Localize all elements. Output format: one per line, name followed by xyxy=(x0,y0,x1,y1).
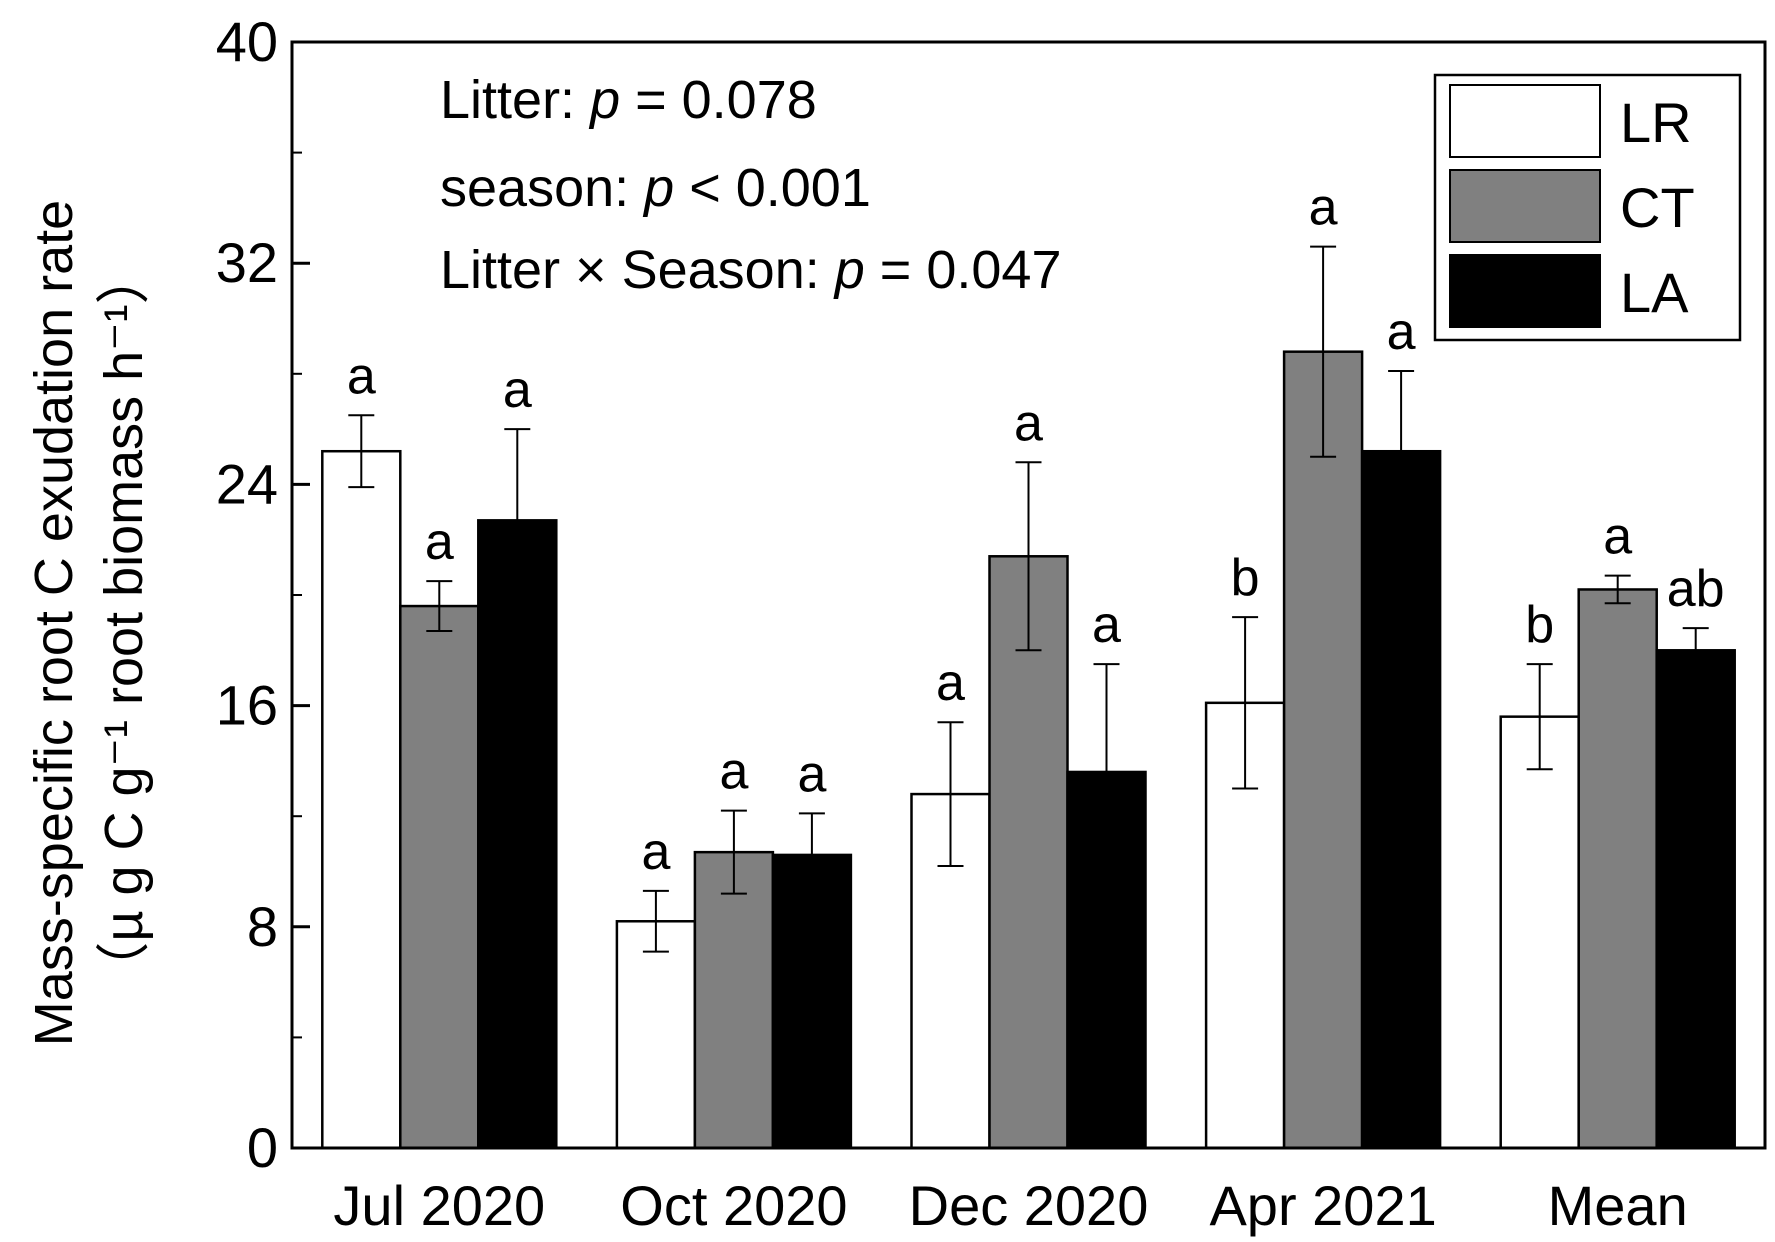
bar-la-mean xyxy=(1655,649,1736,1150)
sig-letter-la-jul-2020: a xyxy=(503,361,532,419)
axis-layer: Jul 2020 Oct 2020 Dec 2020 Apr 2021 Mean 0 8 16… xyxy=(216,10,1767,1237)
bar-la-jul-2020 xyxy=(477,519,558,1150)
bar-lr-oct-2020 xyxy=(615,920,697,1150)
y-axis-units: （µ g C g⁻¹ root biomass h⁻¹） xyxy=(94,250,154,995)
legend-swatch-lr xyxy=(1449,84,1601,158)
bar-ct-mean xyxy=(1577,588,1658,1150)
sig-letter-lr-dec-2020: a xyxy=(936,654,965,712)
bar-lr-mean xyxy=(1499,715,1580,1150)
sig-letter-la-apr-2021: a xyxy=(1387,303,1416,361)
x-tick-label-oct-2020: Oct 2020 xyxy=(620,1174,847,1237)
bar-la-oct-2020 xyxy=(771,853,853,1150)
sig-letter-lr-mean: b xyxy=(1525,596,1554,654)
sig-letter-ct-apr-2021: a xyxy=(1309,179,1338,237)
sig-letter-lr-jul-2020: a xyxy=(347,347,376,405)
legend-label-lr: LR xyxy=(1620,91,1692,154)
legend-swatch-la xyxy=(1449,254,1601,328)
sig-letter-la-mean: ab xyxy=(1667,560,1725,618)
stat-interaction: Litter × Season: p = 0.047 xyxy=(440,240,1061,300)
sig-letter-lr-oct-2020: a xyxy=(641,823,670,881)
legend-label-la: LA xyxy=(1620,261,1689,324)
bar-ct-apr-2021 xyxy=(1282,350,1364,1150)
sig-letter-ct-mean: a xyxy=(1603,508,1632,566)
sig-letter-la-oct-2020: a xyxy=(797,745,826,803)
sig-letter-ct-oct-2020: a xyxy=(719,743,748,801)
bar-ct-dec-2020 xyxy=(988,555,1069,1150)
stat-season: season: p < 0.001 xyxy=(440,158,871,218)
y-tick-label-8: 8 xyxy=(247,895,278,958)
y-tick-label-16: 16 xyxy=(216,674,278,737)
x-tick-label-dec-2020: Dec 2020 xyxy=(909,1174,1149,1237)
stat-litter: Litter: p = 0.078 xyxy=(440,70,817,130)
bar-la-apr-2021 xyxy=(1360,449,1442,1150)
bar-ct-oct-2020 xyxy=(693,850,775,1150)
x-tick-label-jul-2020: Jul 2020 xyxy=(333,1174,545,1237)
legend: LR CT LA xyxy=(1433,73,1742,342)
y-axis-title: Mass-specific root C exudation rate xyxy=(24,200,84,1046)
y-tick-label-32: 32 xyxy=(216,231,278,294)
legend-label-ct: CT xyxy=(1620,176,1695,239)
y-tick-label-0: 0 xyxy=(247,1116,278,1179)
y-tick-label-24: 24 xyxy=(216,452,278,515)
sig-letter-lr-apr-2021: b xyxy=(1231,549,1260,607)
bar-lr-jul-2020 xyxy=(321,449,402,1150)
sig-letter-ct-jul-2020: a xyxy=(425,513,454,571)
bar-ct-jul-2020 xyxy=(399,604,480,1150)
x-tick-label-apr-2021: Apr 2021 xyxy=(1209,1174,1436,1237)
sig-letter-la-dec-2020: a xyxy=(1092,596,1121,654)
x-tick-label-mean: Mean xyxy=(1548,1174,1688,1237)
sig-letter-ct-dec-2020: a xyxy=(1014,394,1043,452)
legend-swatch-ct xyxy=(1449,169,1601,243)
y-tick-label-40: 40 xyxy=(216,10,278,73)
